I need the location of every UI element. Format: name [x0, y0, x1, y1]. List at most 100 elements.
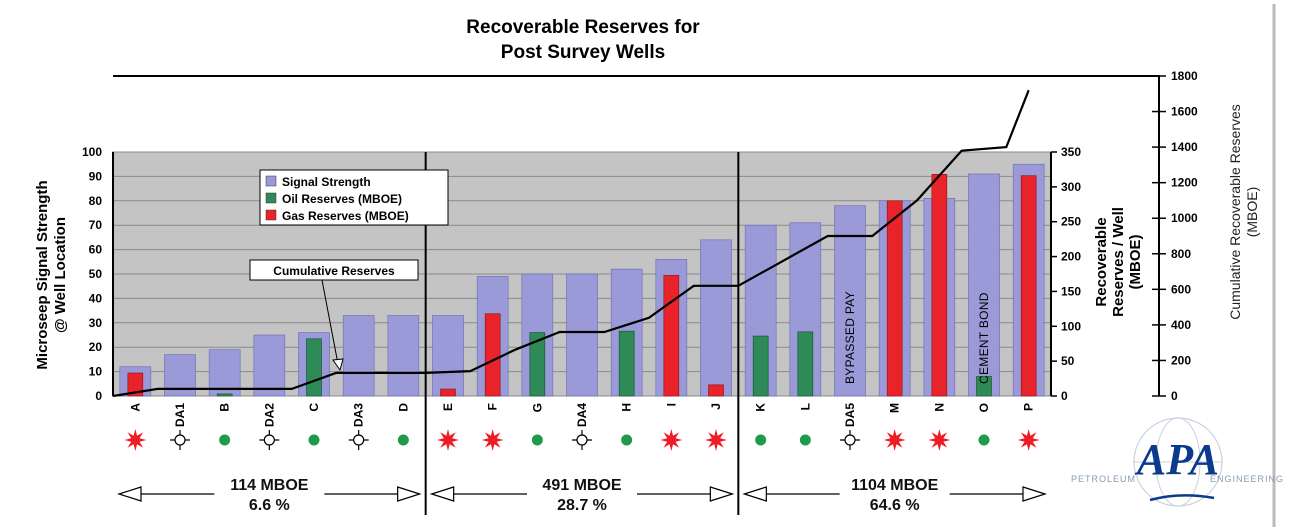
apa-logo: APA PETROLEUM ENGINEERING: [1071, 417, 1283, 507]
oil-bar: [752, 335, 769, 397]
cumulative-tick-label: 1400: [1171, 140, 1198, 154]
oil-bar: [306, 338, 322, 397]
left-tick-label: 50: [89, 267, 103, 281]
gas-bar: [931, 174, 948, 397]
category-label: DA4: [575, 403, 589, 427]
left-tick-label: 80: [89, 194, 103, 208]
signal-bar: [432, 315, 464, 397]
oil-bar: [216, 393, 233, 397]
cumulative-tick-label: 1600: [1171, 105, 1198, 119]
gas-well-icon: [705, 429, 727, 451]
gas-well-icon: [1017, 429, 1040, 451]
category-label: I: [664, 403, 678, 406]
category-label: K: [754, 403, 768, 412]
category-label: P: [1022, 403, 1036, 411]
signal-bar: [834, 205, 866, 397]
category-label: O: [977, 403, 991, 412]
cumulative-tick-label: 1200: [1171, 176, 1198, 190]
summary-total: 1104 MBOE: [851, 477, 938, 494]
summary-arrow-right-icon: [709, 486, 735, 502]
gas-bar: [127, 372, 144, 397]
category-label: H: [620, 403, 634, 412]
category-label: J: [709, 403, 723, 410]
oil-well-icon: [308, 434, 320, 446]
oil-bar: [797, 331, 814, 397]
category-label: L: [798, 403, 812, 410]
cumulative-line: [112, 89, 1030, 398]
gas-bar: [708, 384, 724, 397]
right-tick-label: 0: [1061, 389, 1068, 403]
gas-well-star: [481, 429, 504, 451]
left-tick-label: 70: [89, 218, 103, 232]
left-tick-label: 60: [89, 243, 103, 257]
in-bar-label: CEMENT BOND: [977, 292, 991, 384]
signal-bar: [387, 315, 420, 397]
right-axis-label-line3: (MBOE): [1127, 235, 1144, 290]
oil-bar: [618, 330, 635, 397]
dry-well-icon: [259, 430, 280, 450]
signal-bar: [789, 222, 822, 397]
gas-well-star: [124, 429, 147, 451]
summary-text-bg: [527, 472, 637, 514]
signal-bar: [566, 273, 598, 397]
right-axis-ticks: 0 50 100 150 200 250 300 350: [1050, 145, 1081, 403]
oil-bar: [976, 376, 992, 397]
left-axis-label-line1: Microseep Signal Strength: [34, 180, 51, 369]
right-tick-label: 100: [1061, 319, 1081, 333]
cumulative-tick-label: 1000: [1171, 211, 1198, 225]
signal-bar: [253, 334, 286, 397]
summary-text-bg: [214, 472, 325, 514]
gas-bar: [440, 388, 456, 397]
legend-swatch-gas: [265, 209, 277, 221]
gas-bar: [886, 200, 903, 397]
gas-well-star: [705, 429, 727, 451]
signal-bar: [342, 315, 375, 397]
gas-well-star: [1017, 429, 1040, 451]
dry-well-ring: [174, 434, 186, 446]
logo-swoosh-icon: [1149, 494, 1215, 502]
bars: BYPASSED PAY CEMENT BOND: [119, 163, 1045, 397]
dry-well-icon: [572, 430, 592, 450]
left-tick-label: 100: [82, 145, 102, 159]
right-tick-label: 350: [1061, 145, 1081, 159]
chart-title-line2: Post Survey Wells: [501, 42, 665, 63]
oil-well-icon: [799, 434, 811, 446]
left-tick-label: 90: [89, 169, 103, 183]
oil-well-icon: [755, 434, 767, 446]
gas-well-icon: [124, 429, 147, 451]
oil-well-icon: [978, 434, 990, 446]
oil-well-icon: [531, 434, 543, 446]
cumulative-tick-label: 200: [1171, 353, 1191, 367]
gas-bar: [484, 313, 501, 397]
cumulative-annotation: Cumulative Reserves: [249, 259, 419, 372]
category-label: E: [441, 403, 455, 411]
summary-percent: 6.6 %: [249, 497, 290, 514]
left-tick-label: 20: [89, 340, 103, 354]
cumulative-tick-label: 400: [1171, 318, 1191, 332]
signal-bar: [968, 173, 1000, 397]
legend-box: [259, 169, 449, 226]
category-label: F: [486, 403, 500, 410]
gas-well-star: [437, 429, 459, 451]
dry-well-ring: [353, 434, 365, 446]
summary-text-bg: [839, 472, 950, 514]
right-tick-label: 250: [1061, 215, 1081, 229]
group-summary: 491 MBOE 28.7 %: [429, 472, 735, 514]
legend-label-signal: Signal Strength: [282, 175, 371, 189]
summary-percent: 28.7 %: [557, 497, 607, 514]
category-label: M: [888, 403, 902, 413]
dry-well-icon: [840, 430, 860, 450]
gas-well-icon: [660, 429, 683, 451]
category-label: DA2: [262, 403, 276, 427]
gas-well-icon: [481, 429, 504, 451]
summary-percent: 64.6 %: [870, 497, 920, 514]
category-labels: A DA1 B DA2 C DA3 D E F G DA4 H I J K L DA5 M N O P: [128, 403, 1035, 427]
annotation-arrowhead: [332, 358, 344, 372]
category-label: G: [530, 403, 544, 412]
summary-arrow-left-icon: [742, 486, 767, 502]
annotation-box: [249, 259, 419, 281]
right-axis-label-line1: Recoverable: [1093, 217, 1110, 306]
annotation-leader: [321, 279, 339, 365]
annotation-text: Cumulative Reserves: [273, 264, 395, 278]
cumulative-axis-ticks: 0 200 400 600 800 1000 1200 1400 1600 1800: [1152, 69, 1198, 403]
